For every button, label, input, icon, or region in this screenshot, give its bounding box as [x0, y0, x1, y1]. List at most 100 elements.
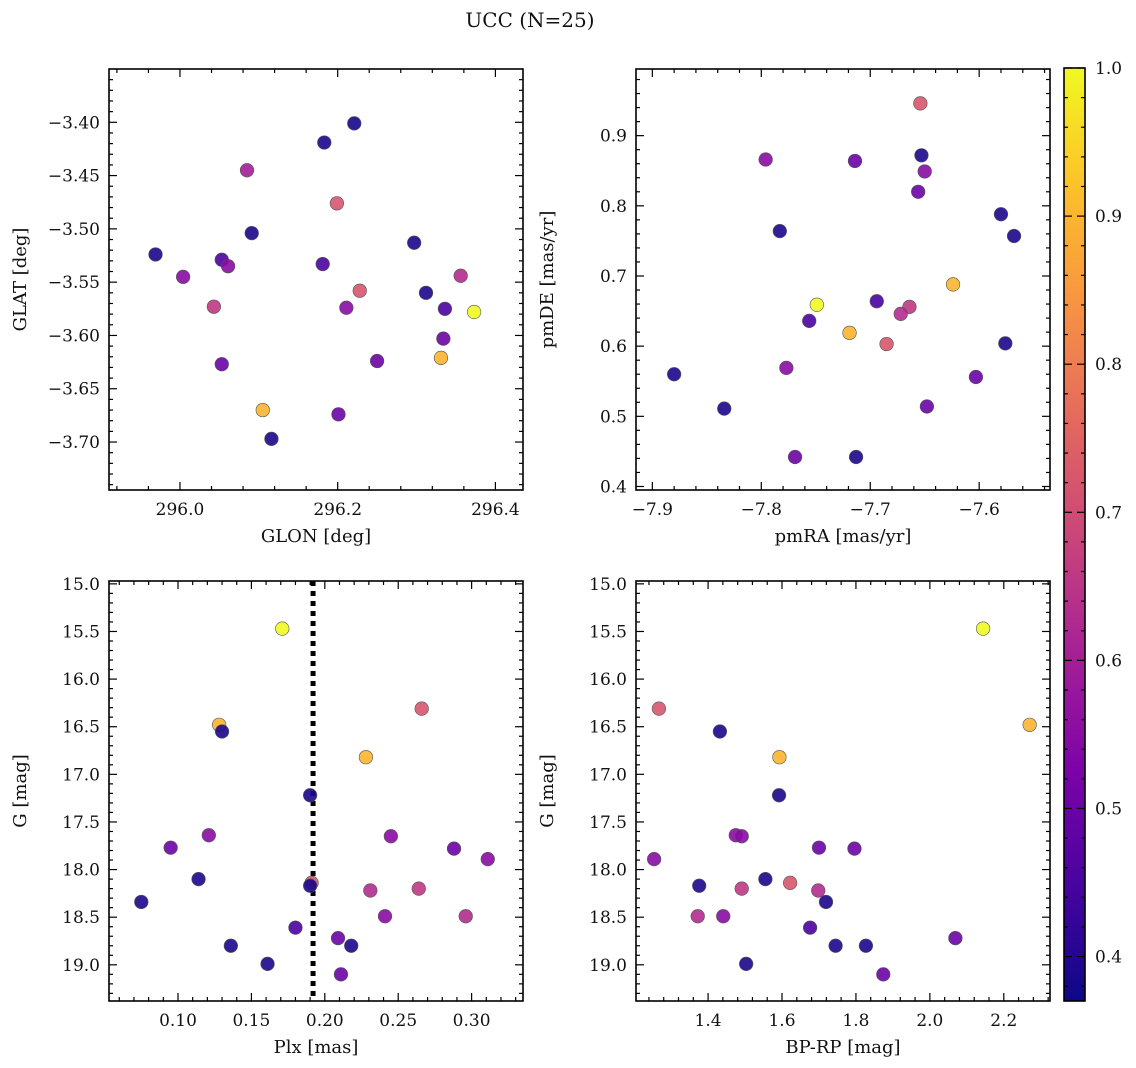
colorbar-tick-label: 0.9	[1095, 207, 1122, 227]
data-point	[437, 301, 453, 316]
scatter-points	[148, 116, 482, 446]
data-point	[647, 851, 662, 867]
data-point	[716, 909, 731, 924]
y-tick-label: 15.5	[589, 622, 627, 642]
data-point	[739, 956, 754, 971]
data-point	[818, 894, 834, 910]
data-point	[917, 164, 932, 179]
data-point	[758, 871, 773, 887]
colorbar-tick-label: 0.5	[1095, 799, 1122, 819]
x-tick-label: −7.7	[850, 500, 891, 520]
y-axis-label: G [mag]	[537, 754, 558, 827]
data-point	[352, 283, 367, 298]
data-point	[214, 357, 229, 372]
x-tick-label: 296.4	[471, 500, 520, 520]
x-tick-label: −7.6	[959, 500, 1000, 520]
y-tick-label: 0.5	[600, 407, 627, 427]
scatter-points	[134, 621, 495, 982]
y-tick-label: 0.4	[600, 477, 627, 497]
data-point	[692, 878, 707, 893]
data-point	[201, 828, 216, 843]
data-point	[339, 300, 354, 315]
y-tick-label: −3.45	[48, 167, 100, 187]
axis-ticks	[109, 581, 523, 1001]
data-point	[914, 148, 929, 163]
data-point	[1006, 228, 1022, 244]
data-point	[446, 841, 462, 856]
data-point	[303, 788, 318, 803]
data-point	[975, 621, 991, 636]
colorbar-tick-label: 0.7	[1095, 503, 1122, 523]
y-tick-label: 17.0	[589, 765, 627, 785]
data-point	[948, 931, 963, 946]
y-tick-label: −3.65	[48, 380, 100, 400]
x-tick-label: 0.10	[159, 1011, 197, 1031]
y-tick-label: 18.0	[589, 861, 627, 881]
x-tick-label: 0.20	[306, 1011, 344, 1031]
colorbar-tick-label: 0.4	[1095, 948, 1122, 968]
x-tick-label: 0.30	[453, 1011, 491, 1031]
data-point	[467, 304, 482, 320]
data-point	[809, 297, 824, 312]
data-point	[163, 840, 178, 855]
data-point	[134, 894, 149, 910]
y-tick-label: −3.60	[48, 326, 100, 346]
data-point	[717, 401, 732, 416]
data-point	[828, 938, 843, 953]
panel-glon-glat: 296.0 296.2 296.4 −3.40 −3.45 −3.50 −3.55 −3.60…	[10, 68, 524, 547]
scatter-points	[667, 96, 1022, 465]
y-tick-label: 15.0	[589, 575, 627, 595]
data-point	[223, 938, 238, 953]
data-point	[260, 956, 275, 971]
y-tick-label: 16.5	[589, 718, 627, 738]
data-point	[255, 402, 270, 418]
y-tick-label: 16.0	[589, 670, 627, 690]
x-axis-label: BP-RP [mag]	[785, 1037, 900, 1058]
data-point	[433, 350, 449, 365]
data-point	[370, 353, 385, 369]
y-tick-label: −3.70	[48, 433, 100, 453]
data-point	[414, 701, 429, 716]
panel-bprp-g: 1.4 1.6 1.8 2.0 2.2 15.0 15.5 16.0 16.5 17.0 17.5 1…	[537, 575, 1051, 1058]
data-point	[344, 938, 359, 953]
data-point	[244, 226, 259, 241]
data-point	[690, 909, 705, 924]
data-point	[176, 269, 191, 284]
data-point	[206, 299, 221, 314]
data-point	[458, 909, 473, 924]
x-tick-label: 296.2	[313, 500, 362, 520]
x-axis-label: GLON [deg]	[261, 526, 371, 547]
data-point	[913, 96, 928, 111]
data-point	[418, 285, 434, 300]
y-tick-label: 0.6	[600, 337, 627, 357]
y-tick-label: 17.5	[62, 813, 100, 833]
data-point	[869, 294, 884, 309]
colorbar-frame	[1063, 67, 1086, 1002]
y-tick-label: 19.0	[589, 956, 627, 976]
data-point	[333, 967, 349, 982]
x-tick-label: −7.8	[741, 500, 782, 520]
data-point	[783, 875, 798, 891]
data-point	[968, 369, 984, 385]
data-point	[758, 152, 773, 167]
data-point	[712, 724, 728, 739]
y-tick-label: −3.50	[48, 220, 100, 240]
scatter-points	[647, 621, 1037, 982]
y-tick-label: 19.0	[62, 956, 100, 976]
data-point	[772, 223, 787, 239]
x-tick-label: 1.8	[842, 1011, 869, 1031]
data-point	[803, 920, 818, 935]
axes-frame	[108, 580, 524, 1002]
data-point	[436, 331, 451, 346]
data-point	[377, 909, 393, 924]
y-tick-label: 15.5	[62, 622, 100, 642]
data-point	[787, 449, 803, 465]
data-point	[239, 163, 255, 178]
x-tick-label: −7.9	[632, 500, 673, 520]
data-point	[893, 306, 908, 321]
colorbar-tick-label: 0.8	[1095, 355, 1122, 375]
y-tick-label: 17.0	[62, 765, 100, 785]
panel-plx-g: 0.10 0.15 0.20 0.25 0.30 15.0 15.5 16.0 16.5 17.0…	[10, 575, 524, 1058]
data-point	[329, 196, 344, 211]
data-point	[651, 701, 667, 716]
